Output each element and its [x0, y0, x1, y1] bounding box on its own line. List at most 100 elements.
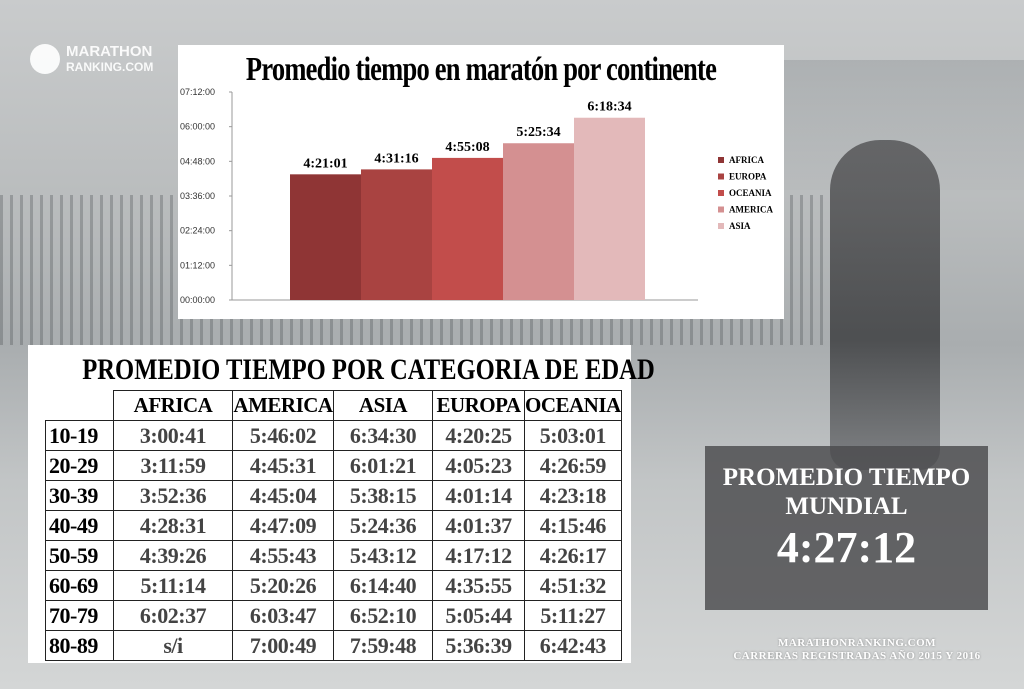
corner-cell — [45, 390, 114, 421]
time-cell: 4:01:37 — [432, 510, 525, 541]
time-cell: 4:17:12 — [432, 540, 525, 571]
bar-africa — [290, 174, 361, 300]
time-cell: 5:46:02 — [232, 420, 334, 451]
time-cell: 7:00:49 — [232, 630, 334, 661]
time-cell: 4:01:14 — [432, 480, 525, 511]
time-cell: 3:52:36 — [113, 480, 233, 511]
time-cell: 5:20:26 — [232, 570, 334, 601]
column-header: AFRICA — [113, 390, 233, 421]
logo: MARATHON RANKING.COM — [30, 44, 153, 74]
footer: MARATHONRANKING.COM CARRERAS REGISTRADAS… — [690, 637, 1024, 663]
column-header: EUROPA — [432, 390, 525, 421]
time-cell: 6:14:40 — [333, 570, 433, 601]
age-group-label: 40-49 — [45, 510, 114, 541]
time-cell: 6:52:10 — [333, 600, 433, 631]
time-cell: 6:02:37 — [113, 600, 233, 631]
bar-asia — [574, 117, 645, 300]
time-cell: 4:28:31 — [113, 510, 233, 541]
data-label: 4:31:16 — [374, 151, 418, 166]
legend-swatch — [718, 190, 724, 196]
chart-title: Promedio tiempo en maratón por continent… — [245, 51, 717, 88]
column-header: AMERICA — [232, 390, 334, 421]
y-tick-label: 00:00:00 — [180, 295, 215, 305]
table-row: 10-19 3:00:41 5:46:02 6:34:30 4:20:25 5:03:01 — [45, 420, 622, 451]
time-cell: 4:51:32 — [524, 570, 622, 601]
continent-chart-panel: Promedio tiempo en maratón por continent… — [178, 45, 784, 319]
legend-swatch — [718, 223, 724, 229]
time-cell: 5:36:39 — [432, 630, 525, 661]
age-group-label: 70-79 — [45, 600, 114, 631]
table-row: 40-49 4:28:31 4:47:09 5:24:36 4:01:37 4:15:46 — [45, 510, 622, 541]
table-row: 20-29 3:11:59 4:45:31 6:01:21 4:05:23 4:26:59 — [45, 450, 622, 481]
y-tick-label: 07:12:00 — [180, 87, 215, 97]
legend-label: OCEANIA — [729, 188, 772, 198]
background-runner — [830, 140, 940, 470]
logo-circle-icon — [30, 44, 60, 74]
table-row: 70-79 6:02:37 6:03:47 6:52:10 5:05:44 5:11:27 — [45, 600, 622, 631]
age-table: AFRICA AMERICA ASIA EUROPA OCEANIA 10-19 3:00… — [45, 390, 622, 661]
age-group-label: 60-69 — [45, 570, 114, 601]
time-cell: 4:47:09 — [232, 510, 334, 541]
data-label: 4:21:01 — [303, 156, 347, 171]
bar-europa — [361, 169, 432, 300]
legend-swatch — [718, 173, 724, 180]
time-cell: 3:00:41 — [113, 420, 233, 451]
bar-chart: 00:00:00 01:12:00 02:24:00 03:36:00 04:48:00… — [180, 87, 773, 305]
legend-label: ASIA — [729, 221, 751, 231]
legend-label: EUROPA — [729, 172, 767, 182]
legend-swatch — [718, 157, 724, 163]
data-label: 5:25:34 — [516, 125, 560, 140]
legend-label: AMERICA — [729, 205, 773, 215]
time-cell: 6:34:30 — [333, 420, 433, 451]
time-cell: 5:43:12 — [333, 540, 433, 571]
time-cell: 6:42:43 — [524, 630, 622, 661]
time-cell: 5:03:01 — [524, 420, 622, 451]
world-title-line1: PROMEDIO TIEMPO — [722, 464, 971, 491]
table-row: 80-89 s/i 7:00:49 7:59:48 5:36:39 6:42:43 — [45, 630, 622, 661]
world-average-box: PROMEDIO TIEMPO MUNDIAL 4:27:12 — [705, 446, 988, 610]
time-cell: 7:59:48 — [333, 630, 433, 661]
table-row: 60-69 5:11:14 5:20:26 6:14:40 4:35:55 4:51:32 — [45, 570, 622, 601]
time-cell: 6:01:21 — [333, 450, 433, 481]
y-tick-label: 04:48:00 — [180, 156, 215, 166]
time-cell: 4:55:43 — [232, 540, 334, 571]
column-header: ASIA — [333, 390, 433, 421]
table-row: 30-39 3:52:36 4:45:04 5:38:15 4:01:14 4:23:18 — [45, 480, 622, 511]
time-cell: 4:05:23 — [432, 450, 525, 481]
time-cell: 4:23:18 — [524, 480, 622, 511]
y-tick-label: 03:36:00 — [180, 191, 215, 201]
age-table-panel: PROMEDIO TIEMPO POR CATEGORIA DE EDAD AF… — [28, 345, 655, 663]
time-cell: 4:45:31 — [232, 450, 334, 481]
y-tick-label: 06:00:00 — [180, 122, 215, 132]
world-title-line2: MUNDIAL — [785, 493, 908, 520]
legend-label: AFRICA — [729, 155, 764, 165]
time-cell: 5:38:15 — [333, 480, 433, 511]
footer-note: CARRERAS REGISTRADAS AÑO 2015 Y 2016 — [733, 650, 981, 662]
time-cell: 4:26:17 — [524, 540, 622, 571]
data-label: 4:55:08 — [445, 140, 489, 155]
data-label: 6:18:34 — [587, 100, 631, 115]
age-group-label: 10-19 — [45, 420, 114, 451]
time-cell: 4:39:26 — [113, 540, 233, 571]
time-cell: s/i — [113, 630, 233, 661]
time-cell: 4:35:55 — [432, 570, 525, 601]
column-header: OCEANIA — [524, 390, 622, 421]
time-cell: 4:45:04 — [232, 480, 334, 511]
y-tick-label: 01:12:00 — [180, 260, 215, 270]
time-cell: 4:15:46 — [524, 510, 622, 541]
age-group-label: 50-59 — [45, 540, 114, 571]
legend-swatch — [718, 206, 724, 213]
time-cell: 5:11:27 — [524, 600, 622, 631]
logo-line1: MARATHON — [66, 43, 153, 60]
bar-oceania — [432, 157, 503, 300]
time-cell: 5:05:44 — [432, 600, 525, 631]
time-cell: 3:11:59 — [113, 450, 233, 481]
y-tick-label: 02:24:00 — [180, 226, 215, 236]
time-cell: 4:20:25 — [432, 420, 525, 451]
time-cell: 5:24:36 — [333, 510, 433, 541]
world-average-value: 4:27:12 — [776, 523, 917, 572]
footer-site: MARATHONRANKING.COM — [777, 637, 937, 649]
age-group-label: 80-89 — [45, 630, 114, 661]
time-cell: 6:03:47 — [232, 600, 334, 631]
time-cell: 4:26:59 — [524, 450, 622, 481]
